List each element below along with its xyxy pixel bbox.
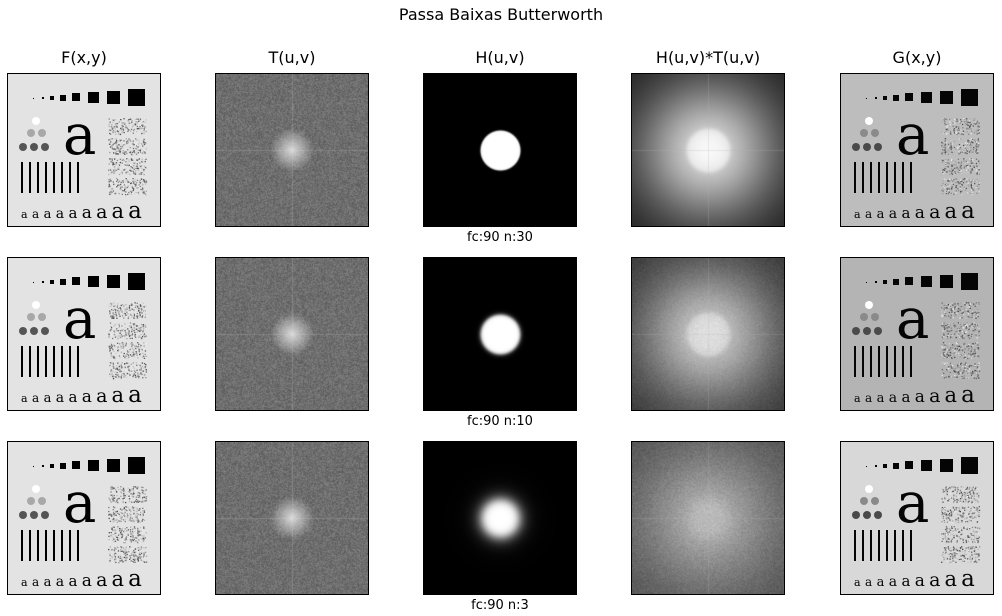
test-pattern-small-glyph: a <box>865 575 872 589</box>
test-pattern-small-glyph: a <box>82 203 92 223</box>
test-pattern-small-glyph: a <box>865 207 872 221</box>
test-pattern-small-glyph: a <box>82 571 92 591</box>
test-pattern-small-glyph: a <box>128 382 142 408</box>
test-pattern-small-glyph: a <box>69 388 78 406</box>
test-pattern-small-glyph: a <box>96 569 107 591</box>
test-pattern-small-glyph: a <box>21 208 28 221</box>
column-title-h: H(u,v) <box>475 48 525 67</box>
test-pattern-small-glyph: a <box>112 199 125 223</box>
test-pattern-small-glyph: a <box>21 576 28 589</box>
test-pattern-small-glyph: a <box>915 203 925 223</box>
test-pattern-small-glyph: a <box>854 208 861 221</box>
test-pattern-small-glyph: a <box>69 204 78 222</box>
test-pattern-small-glyph: a <box>32 207 39 221</box>
test-pattern-small-glyph: a <box>56 390 64 406</box>
test-pattern-glyph: a <box>896 287 929 352</box>
filter-caption-row-2: fc:90 n:10 <box>467 414 533 429</box>
test-pattern-glyph: a <box>896 103 929 168</box>
test-pattern-small-glyph: a <box>945 383 958 407</box>
test-pattern-small-glyph: a <box>44 391 52 406</box>
test-pattern-small-glyph: a <box>889 574 897 590</box>
test-pattern-small-glyph: a <box>865 391 872 405</box>
test-pattern-glyph: a <box>896 471 929 536</box>
test-pattern-small-glyph: a <box>112 567 125 591</box>
test-pattern-small-glyph: a <box>128 198 142 224</box>
test-pattern-small-glyph: a <box>889 390 897 406</box>
test-pattern-small-glyph: a <box>915 387 925 407</box>
panel-h-row-3 <box>423 441 577 595</box>
figure-title: Passa Baixas Butterworth <box>398 5 604 24</box>
test-pattern-small-glyph: a <box>889 206 897 222</box>
column-title-f: F(x,y) <box>61 48 107 67</box>
test-pattern-small-glyph: a <box>902 572 911 590</box>
panel-ht-row-2 <box>631 257 785 411</box>
test-pattern-small-glyph: a <box>21 392 28 405</box>
test-pattern-small-glyph: a <box>854 576 861 589</box>
panel-ht-row-3 <box>631 441 785 595</box>
test-pattern-small-glyph: a <box>877 391 885 406</box>
filter-caption-row-1: fc:90 n:30 <box>467 230 533 245</box>
test-pattern-small-glyph: a <box>69 572 78 590</box>
test-pattern-small-glyph: a <box>32 575 39 589</box>
test-pattern-small-glyph: a <box>961 382 975 408</box>
test-pattern-small-glyph: a <box>877 207 885 222</box>
test-pattern-small-glyph: a <box>902 388 911 406</box>
panel-t-row-1 <box>215 73 369 227</box>
test-pattern-small-glyph: a <box>44 207 52 222</box>
test-pattern-small-glyph: a <box>96 385 107 407</box>
test-pattern-small-glyph: a <box>56 574 64 590</box>
test-pattern-small-glyph: a <box>56 206 64 222</box>
test-pattern-small-glyph: a <box>929 569 940 591</box>
test-pattern-small-glyph: a <box>96 201 107 223</box>
test-pattern-small-glyph: a <box>945 199 958 223</box>
panel-t-row-2 <box>215 257 369 411</box>
test-pattern-small-glyph: a <box>128 566 142 592</box>
column-title-t: T(u,v) <box>268 48 316 67</box>
test-pattern-small-glyph: a <box>877 575 885 590</box>
panel-h-row-2 <box>423 257 577 411</box>
test-pattern-small-glyph: a <box>945 567 958 591</box>
test-pattern-small-glyph: a <box>44 575 52 590</box>
test-pattern-small-glyph: a <box>902 204 911 222</box>
test-pattern-small-glyph: a <box>929 385 940 407</box>
test-pattern-small-glyph: a <box>82 387 92 407</box>
panel-t-row-3 <box>215 441 369 595</box>
test-pattern-small-glyph: a <box>961 198 975 224</box>
test-pattern-glyph: a <box>63 103 96 168</box>
test-pattern-small-glyph: a <box>929 201 940 223</box>
test-pattern-small-glyph: a <box>32 391 39 405</box>
test-pattern-small-glyph: a <box>961 566 975 592</box>
panel-ht-row-1 <box>631 73 785 227</box>
test-pattern-glyph: a <box>63 471 96 536</box>
filter-caption-row-3: fc:90 n:3 <box>471 598 529 613</box>
test-pattern-small-glyph: a <box>854 392 861 405</box>
panel-h-row-1 <box>423 73 577 227</box>
test-pattern-small-glyph: a <box>112 383 125 407</box>
test-pattern-small-glyph: a <box>915 571 925 591</box>
column-title-ht: H(u,v)*T(u,v) <box>655 48 761 67</box>
column-title-g: G(x,y) <box>892 48 942 67</box>
test-pattern-glyph: a <box>63 287 96 352</box>
